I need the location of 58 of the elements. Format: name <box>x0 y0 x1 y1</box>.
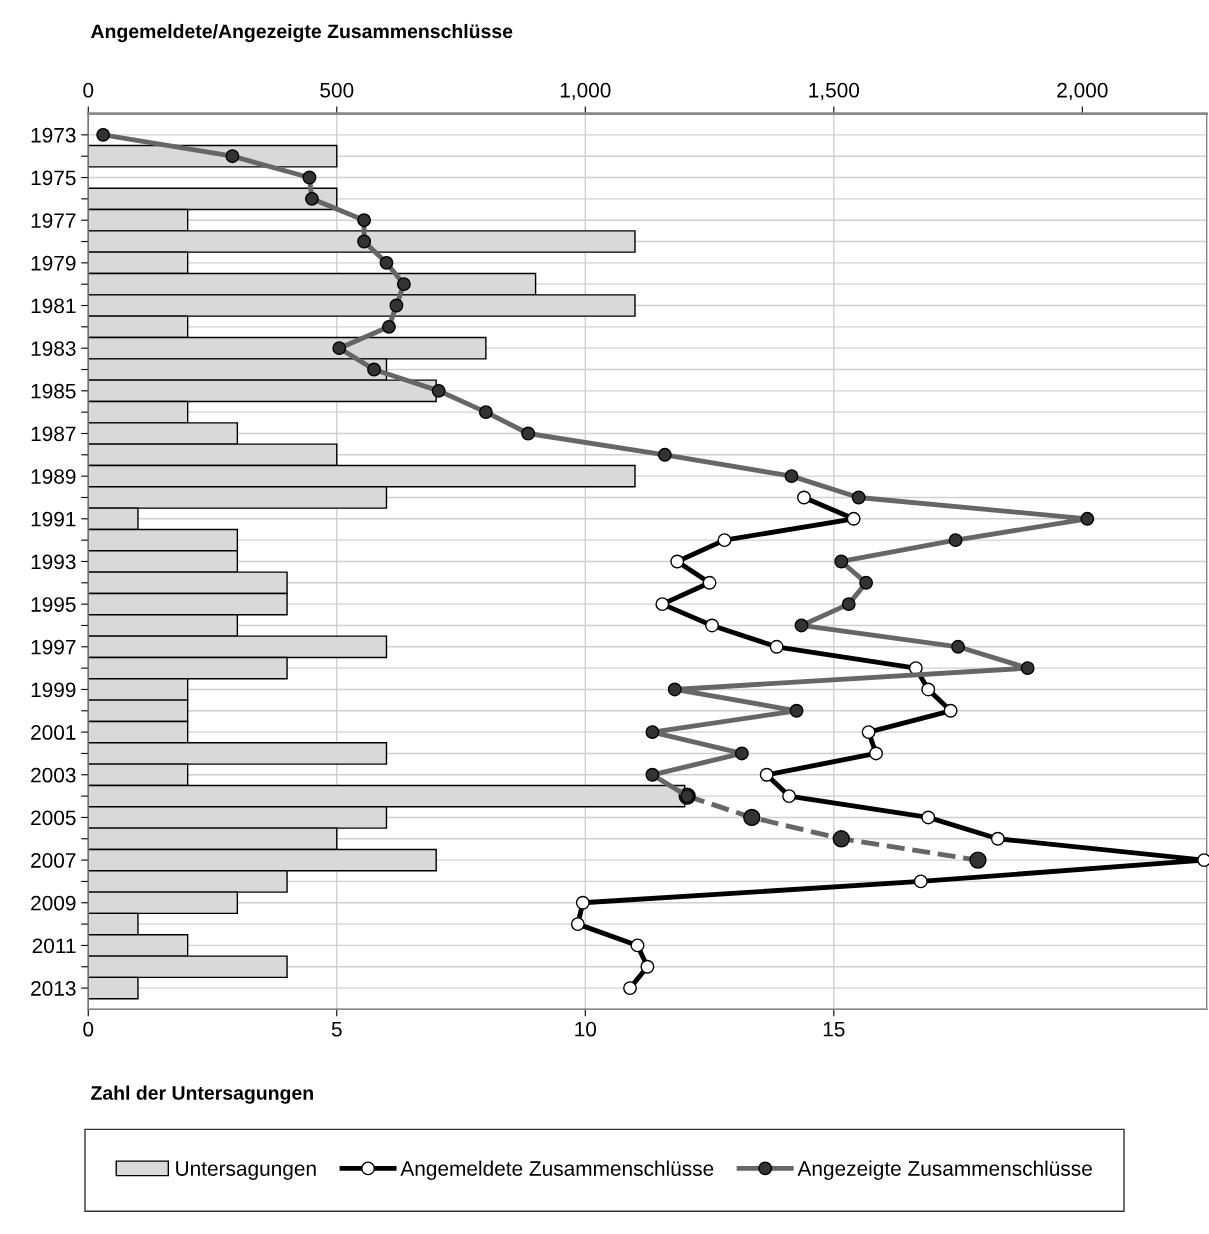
point <box>630 938 645 953</box>
x2-axis-title: Angemeldete/Angezeigte Zusammenschlüsse <box>90 23 513 43</box>
y-tick-label: 1981 <box>31 298 76 314</box>
point <box>782 789 797 804</box>
y-tick-label: 1983 <box>31 341 76 356</box>
legend-label: Untersagungen <box>176 1161 316 1180</box>
y-tick-label: 1991 <box>31 511 76 527</box>
y-tick-label: 2003 <box>31 767 76 783</box>
y-tick-label: 1999 <box>31 682 76 698</box>
point <box>623 981 637 996</box>
x-tick-label: 10 <box>575 1021 597 1037</box>
x2-tick-label: 2,000 <box>1057 82 1108 101</box>
point <box>640 959 655 974</box>
point <box>921 810 936 825</box>
y-tick-label: 2005 <box>31 810 76 826</box>
y-tick-label: 1985 <box>31 383 76 399</box>
x-tick-label: 15 <box>823 1021 845 1037</box>
point <box>670 554 685 569</box>
point <box>1197 853 1209 868</box>
point <box>797 490 811 505</box>
legend-label: Angemeldete Zusammenschlüsse <box>400 1160 714 1180</box>
point <box>717 533 732 548</box>
y-tick-label: 1993 <box>31 554 76 570</box>
point <box>913 874 928 889</box>
y-tick-label: 2007 <box>31 853 76 868</box>
y-tick-label: 1975 <box>31 170 76 186</box>
point <box>921 682 936 697</box>
x-axis-title: Zahl der Untersagungen <box>91 1085 313 1104</box>
y-tick-label: 1973 <box>31 127 76 143</box>
point <box>702 575 717 590</box>
point <box>759 767 774 782</box>
point <box>769 639 784 654</box>
point <box>575 895 590 910</box>
y-tick-label: 2013 <box>31 981 76 996</box>
x-tick-label: 0 <box>83 1021 94 1037</box>
y-tick-label: 1987 <box>31 426 76 442</box>
x2-tick-label: 500 <box>320 82 354 98</box>
y-tick-label: 1977 <box>31 213 76 228</box>
x2-tick-label: 1,000 <box>560 82 611 101</box>
y-tick-label: 1997 <box>31 639 76 655</box>
y-tick-label: 1979 <box>31 255 76 271</box>
point <box>570 917 585 932</box>
point <box>655 597 670 612</box>
y-tick-label: 1995 <box>31 597 76 612</box>
point <box>943 703 958 718</box>
y-tick-label: 2009 <box>31 895 76 911</box>
x2-tick-label: 0 <box>83 82 94 98</box>
y-tick-label: 1989 <box>31 469 76 484</box>
point <box>705 618 719 633</box>
y-tick-label: 2001 <box>31 725 76 740</box>
point <box>990 831 1005 846</box>
point <box>846 511 861 526</box>
legend-label: Angezeigte Zusammenschlüsse <box>797 1160 1092 1180</box>
point <box>861 725 876 740</box>
point <box>869 746 883 761</box>
x2-tick-label: 1,500 <box>809 82 860 101</box>
y-tick-label: 2011 <box>32 938 76 954</box>
x-tick-label: 5 <box>331 1021 342 1037</box>
